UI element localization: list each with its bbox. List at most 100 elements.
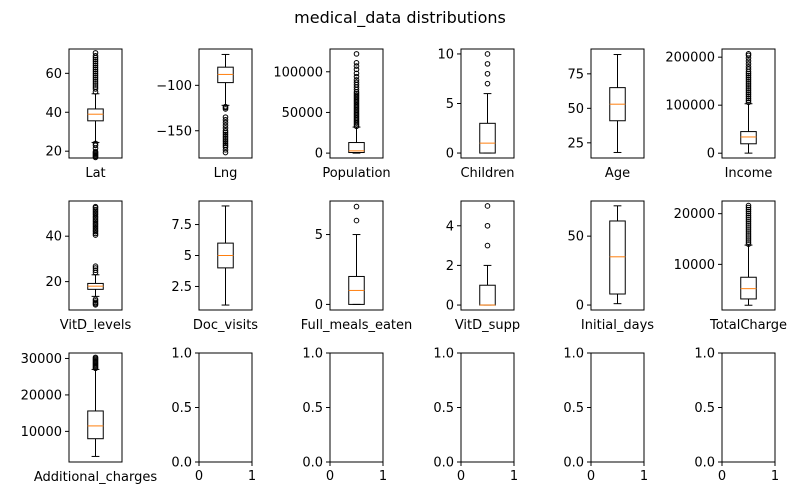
outlier-point bbox=[745, 91, 752, 98]
outlier-point bbox=[222, 137, 229, 143]
axes-frame bbox=[329, 200, 384, 311]
subplot-5: 25 50 75 Age bbox=[567, 48, 645, 181]
y-tick-label: 0.0 bbox=[302, 456, 323, 471]
outlier-point bbox=[222, 119, 229, 126]
y-tick-label: 0.5 bbox=[694, 401, 715, 416]
outlier-point bbox=[745, 74, 752, 81]
outlier-point bbox=[92, 50, 99, 56]
outlier-point bbox=[484, 51, 491, 57]
y-tick-label: 1.0 bbox=[433, 347, 454, 362]
y-tick-label: 20000 bbox=[674, 207, 715, 222]
outlier-point bbox=[353, 60, 360, 66]
outlier-point bbox=[745, 80, 752, 86]
axes-frame bbox=[198, 352, 253, 463]
outlier-point bbox=[745, 208, 752, 215]
outlier-point bbox=[92, 66, 99, 73]
y-tick-label: −150 bbox=[156, 124, 192, 139]
iqr-box bbox=[348, 142, 365, 154]
axes-frame bbox=[460, 352, 515, 463]
outlier-point bbox=[92, 80, 99, 86]
outlier-point bbox=[92, 64, 99, 71]
outlier-point bbox=[484, 242, 491, 249]
iqr-box bbox=[740, 276, 757, 300]
outlier-point bbox=[92, 74, 99, 81]
iqr-box bbox=[479, 122, 496, 154]
x-tick-label: 0 bbox=[718, 469, 726, 484]
outlier-point bbox=[745, 241, 752, 247]
x-tick-label: 1 bbox=[248, 469, 256, 484]
subplot-14: 0.0 0.5 1.0 0 1 bbox=[171, 347, 256, 485]
outlier-point bbox=[92, 70, 99, 77]
outlier-point bbox=[92, 220, 99, 227]
y-tick-label: 0.0 bbox=[563, 456, 584, 471]
y-tick-label: 20 bbox=[45, 275, 62, 290]
outlier-point bbox=[92, 296, 99, 303]
y-tick-label: 0.5 bbox=[171, 401, 192, 416]
outlier-point bbox=[745, 206, 752, 213]
y-tick-label: 50 bbox=[567, 230, 584, 245]
subplot-4: 0 5 10 Children bbox=[437, 47, 514, 181]
outlier-point bbox=[353, 217, 360, 224]
y-tick-label: 40 bbox=[45, 106, 62, 121]
y-tick-label: 0.5 bbox=[302, 401, 323, 416]
x-axis-label: Initial_days bbox=[581, 318, 654, 333]
axes-frame bbox=[590, 352, 645, 463]
outlier-point bbox=[92, 142, 99, 149]
outlier-point bbox=[222, 117, 229, 123]
y-tick-label: 50 bbox=[567, 102, 584, 117]
y-tick-label: 2.5 bbox=[171, 280, 192, 295]
outlier-point bbox=[745, 87, 752, 94]
y-tick-label: 7.5 bbox=[171, 218, 192, 233]
outlier-point bbox=[222, 147, 229, 153]
outlier-point bbox=[92, 148, 99, 155]
outlier-point bbox=[92, 263, 99, 269]
y-tick-label: 0.5 bbox=[563, 401, 584, 416]
y-tick-label: 5 bbox=[446, 97, 454, 112]
x-tick-label: 1 bbox=[640, 469, 648, 484]
y-tick-label: 0 bbox=[576, 299, 584, 314]
outlier-point bbox=[353, 79, 360, 86]
outlier-point bbox=[745, 225, 752, 231]
y-tick-label: 0 bbox=[315, 298, 323, 313]
y-tick-label: 0.0 bbox=[433, 456, 454, 471]
outlier-point bbox=[92, 53, 99, 59]
y-tick-label: 40 bbox=[45, 230, 62, 245]
y-tick-label: 20000 bbox=[21, 388, 62, 403]
outlier-point bbox=[745, 99, 752, 106]
x-axis-label: Additional_charges bbox=[34, 470, 157, 485]
y-tick-label: 100000 bbox=[665, 99, 715, 114]
outlier-point bbox=[484, 222, 491, 229]
outlier-point bbox=[353, 92, 360, 99]
outlier-point bbox=[92, 265, 99, 271]
outlier-point bbox=[92, 62, 99, 69]
axes-frame bbox=[460, 48, 515, 159]
axes-frame bbox=[590, 48, 645, 159]
axes-frame bbox=[590, 200, 645, 311]
subplot-3: 0 50000 100000 Population bbox=[273, 48, 391, 181]
outlier-point bbox=[222, 140, 229, 147]
y-tick-label: 5 bbox=[184, 249, 192, 264]
outlier-point bbox=[222, 135, 229, 141]
figure-title: medical_data distributions bbox=[294, 8, 506, 28]
x-tick-label: 0 bbox=[326, 469, 334, 484]
outlier-point bbox=[353, 73, 360, 80]
y-tick-label: 1.0 bbox=[302, 347, 323, 362]
x-axis-label: Doc_visits bbox=[193, 318, 258, 333]
y-tick-label: −100 bbox=[156, 79, 192, 94]
outlier-point bbox=[745, 218, 752, 225]
y-tick-label: 1.0 bbox=[171, 347, 192, 362]
iqr-box bbox=[740, 131, 757, 145]
outlier-point bbox=[745, 231, 752, 237]
axes-frame bbox=[721, 48, 776, 159]
outlier-point bbox=[92, 213, 99, 220]
subplot-8: 2.5 5 7.5 Doc_visits bbox=[171, 200, 258, 333]
axes-frame bbox=[68, 200, 123, 311]
outlier-point bbox=[92, 84, 99, 90]
subplot-11: 0 50 Initial_days bbox=[567, 200, 654, 333]
y-tick-label: 10 bbox=[437, 47, 454, 62]
outlier-point bbox=[353, 77, 360, 83]
outlier-point bbox=[222, 122, 229, 129]
outlier-point bbox=[222, 149, 229, 156]
